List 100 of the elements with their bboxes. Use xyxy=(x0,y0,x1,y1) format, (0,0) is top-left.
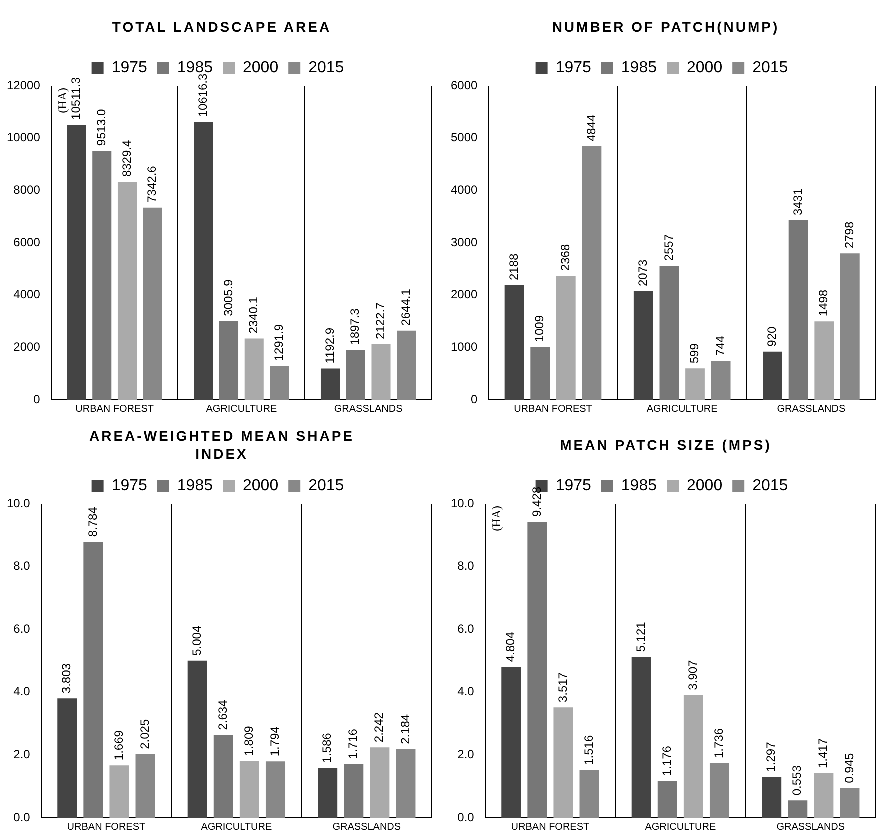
legend-label: 1975 xyxy=(112,477,148,494)
y-tick-label: 3000 xyxy=(450,235,478,250)
bar xyxy=(143,208,162,400)
x-tick-label: URBAN FOREST xyxy=(514,404,592,415)
data-label: 1291.9 xyxy=(272,324,286,362)
x-tick-label: GRASSLANDS xyxy=(332,822,402,833)
y-tick-label: 0 xyxy=(471,392,478,406)
data-label: 7342.6 xyxy=(145,166,160,203)
data-label: 10616.3 xyxy=(196,74,210,118)
data-label: 1.794 xyxy=(268,726,282,757)
bar xyxy=(840,254,860,400)
data-label: 8329.4 xyxy=(120,140,134,178)
y-tick-label: 4.0 xyxy=(14,684,31,699)
bar xyxy=(788,800,808,818)
x-tick-label: GRASSLANDS xyxy=(776,822,846,833)
data-label: 1.669 xyxy=(112,730,126,761)
bar xyxy=(214,735,234,818)
legend-label: 2000 xyxy=(243,477,279,494)
data-label: 3005.9 xyxy=(221,279,236,316)
data-label: 2798 xyxy=(842,222,856,249)
bar xyxy=(219,321,239,400)
y-tick-label: 6000 xyxy=(450,78,478,92)
data-label: 1897.3 xyxy=(348,308,362,346)
bar xyxy=(344,764,364,818)
annotation: (HA) xyxy=(490,506,504,532)
x-tick-label: URBAN FOREST xyxy=(76,404,154,415)
bar xyxy=(318,768,338,818)
data-label: 920 xyxy=(765,326,780,347)
y-tick-label: 0.0 xyxy=(458,810,475,824)
data-label: 2.184 xyxy=(398,714,412,744)
y-tick-label: 2.0 xyxy=(458,748,475,762)
data-label: 9513.0 xyxy=(94,109,108,146)
y-tick-label: 12000 xyxy=(6,78,41,92)
legend-label: 1985 xyxy=(621,59,658,76)
bar xyxy=(711,361,731,400)
bar xyxy=(632,657,652,818)
annotation: (HA) xyxy=(56,88,70,114)
bar xyxy=(372,344,391,400)
data-label: 0.945 xyxy=(842,752,856,784)
y-tick-label: 4.0 xyxy=(458,684,475,699)
y-tick-label: 8.0 xyxy=(14,559,31,574)
bar xyxy=(194,122,214,400)
data-label: 1.736 xyxy=(712,728,726,758)
bar xyxy=(397,330,416,400)
x-tick-label: GRASSLANDS xyxy=(334,404,404,415)
y-tick-label: 6000 xyxy=(14,235,41,250)
bar xyxy=(502,667,522,818)
y-tick-label: 4000 xyxy=(450,182,478,197)
y-tick-label: 0.0 xyxy=(14,810,31,824)
bar xyxy=(396,749,416,818)
y-tick-label: 2.0 xyxy=(14,748,31,762)
bar xyxy=(814,322,834,400)
bar xyxy=(270,366,290,400)
data-label: 2.242 xyxy=(372,712,386,743)
data-label: 2073 xyxy=(636,259,650,287)
data-label: 10511.3 xyxy=(69,77,84,120)
data-label: 2557 xyxy=(662,234,676,262)
bar xyxy=(110,766,130,818)
bar xyxy=(266,762,286,818)
bar xyxy=(763,352,782,400)
bar xyxy=(92,151,112,400)
x-tick-label: GRASSLANDS xyxy=(777,404,846,415)
data-label: 2368 xyxy=(558,244,572,272)
data-label: 4844 xyxy=(584,114,598,142)
data-label: 2340.1 xyxy=(246,296,261,334)
legend-label: 1985 xyxy=(621,477,658,494)
y-tick-label: 2000 xyxy=(14,340,41,354)
bar xyxy=(788,220,808,400)
data-label: 1009 xyxy=(532,315,547,342)
x-tick-label: URBAN FOREST xyxy=(67,822,146,833)
bar xyxy=(762,777,782,818)
data-label: 2.634 xyxy=(216,700,230,730)
data-label: 3.907 xyxy=(686,660,700,690)
data-label: 8.784 xyxy=(86,506,100,538)
bar xyxy=(710,763,730,818)
legend-label: 1975 xyxy=(556,59,592,76)
data-label: 1.809 xyxy=(242,726,256,756)
bar xyxy=(346,350,366,400)
legend-label: 2000 xyxy=(687,477,723,494)
bar xyxy=(84,542,104,818)
data-label: 9.428 xyxy=(530,486,544,517)
data-label: 1.516 xyxy=(582,735,596,766)
y-tick-label: 6.0 xyxy=(14,622,31,636)
data-label: 1.297 xyxy=(764,742,778,772)
legend-label: 2015 xyxy=(308,477,344,494)
bar xyxy=(530,347,550,400)
legend-label: 2015 xyxy=(752,477,788,494)
bar xyxy=(814,774,834,818)
bar xyxy=(67,124,86,400)
legend-label: 2000 xyxy=(687,59,723,76)
bar xyxy=(188,660,208,818)
legend-label: 2000 xyxy=(243,59,279,76)
chart-title: NUMBER OF PATCH(NUMP) xyxy=(551,18,781,37)
data-label: 1498 xyxy=(816,290,831,317)
bar xyxy=(240,761,260,818)
bar xyxy=(136,754,156,818)
data-label: 599 xyxy=(688,343,702,364)
x-tick-label: AGRICULTURE xyxy=(645,822,716,833)
bar xyxy=(684,695,704,818)
bar xyxy=(58,698,78,818)
